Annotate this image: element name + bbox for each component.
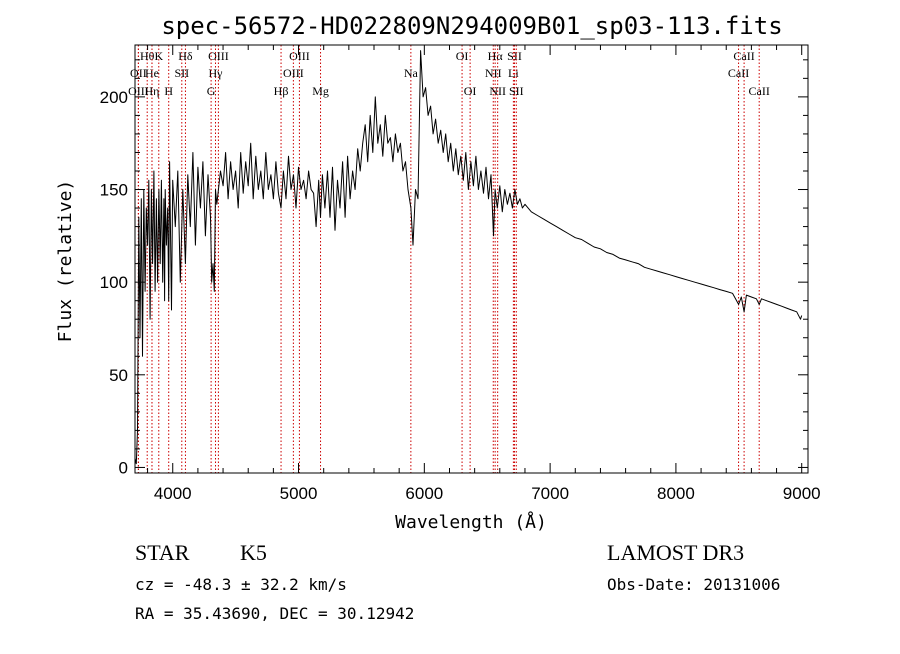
object-subclass: K5: [240, 540, 267, 565]
line-label-13: OIII: [289, 49, 310, 63]
line-label-8: SII: [174, 66, 189, 80]
survey-name: LAMOST DR3: [607, 540, 744, 565]
line-label-6: H: [164, 84, 173, 98]
line-label-16: Na: [404, 66, 419, 80]
line-label-20: NII: [485, 66, 502, 80]
x-tick-label-0: 4000: [154, 484, 192, 503]
x-tick-label-2: 6000: [405, 484, 443, 503]
line-label-14: OIII: [283, 66, 304, 80]
x-tick-label-4: 8000: [657, 484, 695, 503]
line-label-12: Hβ: [274, 84, 289, 98]
line-label-21: NII: [489, 84, 506, 98]
redshift-text: cz = -48.3 ± 32.2 km/s: [135, 575, 347, 594]
line-label-24: SII: [509, 84, 524, 98]
line-label-0: Hθ: [140, 49, 155, 63]
y-tick-label-0: 0: [119, 458, 128, 477]
line-label-22: SII: [507, 49, 522, 63]
line-label-25: CaII: [733, 49, 754, 63]
line-label-5: K: [154, 49, 163, 63]
y-tick-label-3: 150: [100, 181, 128, 200]
line-label-19: Hα: [488, 49, 504, 63]
line-label-27: CaII: [749, 84, 770, 98]
line-label-2: OIII: [128, 84, 149, 98]
coordinates-text: RA = 35.43690, DEC = 30.12942: [135, 604, 414, 623]
y-axis-label: Flux (relative): [55, 180, 76, 343]
plot-frame: [134, 44, 809, 474]
line-label-23: Li: [508, 66, 519, 80]
chart-title: spec-56572-HD022809N294009B01_sp03-113.f…: [161, 12, 782, 40]
object-type: STAR: [135, 540, 190, 565]
spectrum-series: [134, 50, 803, 465]
line-label-4: Hη: [145, 84, 160, 98]
y-tick-label-4: 200: [100, 88, 128, 107]
x-tick-label-5: 9000: [783, 484, 821, 503]
y-tick-label-2: 100: [100, 273, 128, 292]
obs-date-text: Obs-Date: 20131006: [607, 575, 780, 594]
line-label-11: G: [207, 84, 216, 98]
line-label-17: OI: [456, 49, 469, 63]
line-label-26: CaII: [728, 66, 749, 80]
line-label-18: OI: [464, 84, 477, 98]
line-label-7: Hδ: [178, 49, 193, 63]
x-axis-label: Wavelength (Å): [395, 511, 547, 533]
series-line-0: [134, 50, 803, 465]
line-label-9: OIII: [208, 49, 229, 63]
axis-ticks: 4000 5000 6000 7000 8000 9000 0 50 100 150 200: [100, 45, 821, 503]
x-tick-label-3: 7000: [531, 484, 569, 503]
line-label-15: Mg: [312, 84, 329, 98]
line-label-10: Hγ: [209, 66, 224, 80]
y-tick-label-1: 50: [109, 366, 128, 385]
x-tick-label-1: 5000: [280, 484, 318, 503]
